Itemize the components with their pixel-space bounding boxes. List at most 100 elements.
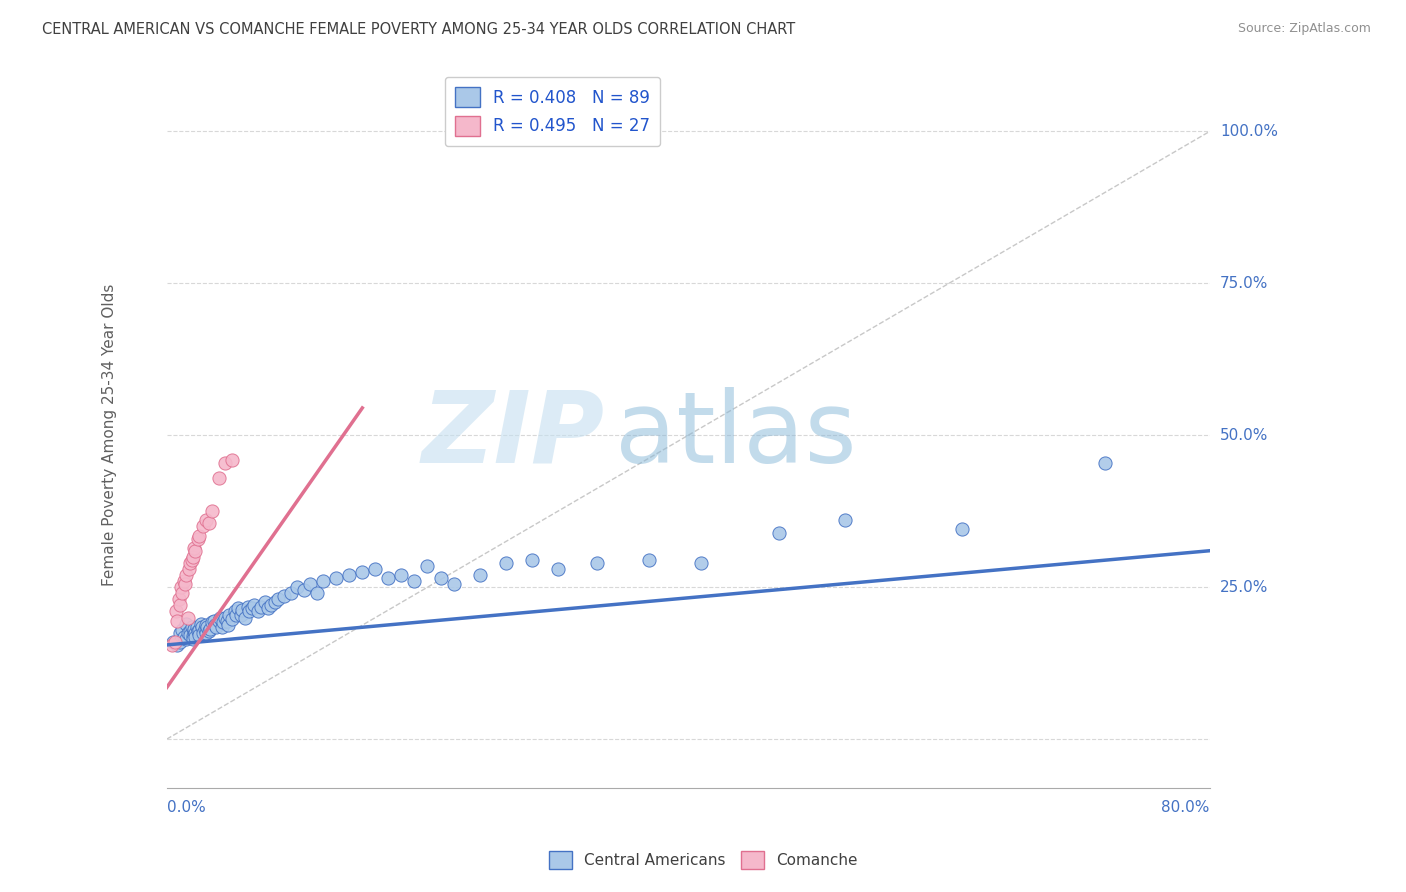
Point [184,630,207,644]
Point [638,553,661,567]
Point [299,577,322,591]
Point [205,620,228,634]
Point [195,620,218,634]
Text: ZIP: ZIP [422,387,605,483]
Point [194,513,217,527]
Point [160,638,183,652]
Point [188,627,211,641]
Point [221,612,243,626]
Text: Female Poverty Among 25-34 Year Olds: Female Poverty Among 25-34 Year Olds [101,284,117,586]
Point [183,623,205,637]
Point [165,605,187,619]
Point [208,614,231,628]
Point [202,614,225,628]
Point [253,595,276,609]
Point [950,523,973,537]
Point [292,583,315,598]
Text: 75.0%: 75.0% [1220,276,1268,291]
Point [690,556,713,570]
Point [312,574,335,588]
Point [495,556,517,570]
Legend: Central Americans, Comanche: Central Americans, Comanche [543,845,863,875]
Point [228,601,250,615]
Text: CENTRAL AMERICAN VS COMANCHE FEMALE POVERTY AMONG 25-34 YEAR OLDS CORRELATION CH: CENTRAL AMERICAN VS COMANCHE FEMALE POVE… [42,22,796,37]
Point [198,622,221,636]
Point [214,610,236,624]
Point [260,599,283,613]
Point [183,541,205,555]
Point [188,623,211,637]
Point [190,616,212,631]
Point [176,610,198,624]
Point [173,574,195,588]
Point [364,562,387,576]
Point [273,590,295,604]
Point [169,635,191,649]
Point [429,571,451,585]
Point [243,599,266,613]
Point [166,638,188,652]
Point [547,562,569,576]
Point [201,615,224,630]
Point [236,599,259,614]
Point [162,635,184,649]
Point [197,624,219,638]
Point [266,592,288,607]
Point [238,605,260,619]
Point [768,525,790,540]
Point [184,543,207,558]
Point [194,618,217,632]
Point [337,568,360,582]
Point [257,601,280,615]
Point [187,532,209,546]
Point [191,620,214,634]
Text: 50.0%: 50.0% [1220,428,1268,442]
Point [211,620,233,634]
Point [305,586,328,600]
Point [181,632,204,646]
Point [167,592,190,607]
Point [179,624,201,638]
Point [169,625,191,640]
Point [264,595,287,609]
Point [285,580,308,594]
Point [468,568,491,582]
Point [377,571,399,585]
Point [187,624,209,638]
Point [184,625,207,640]
Point [194,622,217,636]
Point [404,574,426,588]
Point [208,471,231,485]
Point [177,562,200,576]
Point [834,513,856,527]
Point [194,625,217,640]
Point [229,607,252,622]
Point [176,625,198,640]
Point [174,577,197,591]
Text: 0.0%: 0.0% [167,800,205,815]
Point [209,610,232,624]
Point [181,549,204,564]
Point [221,452,243,467]
Point [211,615,233,630]
Point [180,620,202,634]
Point [352,565,374,579]
Point [214,456,236,470]
Text: 25.0%: 25.0% [1220,580,1268,595]
Point [166,614,188,628]
Point [416,558,439,573]
Point [193,519,215,533]
Point [249,599,271,614]
Point [169,599,191,613]
Point [176,568,198,582]
Point [186,620,208,634]
Text: Source: ZipAtlas.com: Source: ZipAtlas.com [1237,22,1371,36]
Point [1094,456,1116,470]
Point [163,635,186,649]
Point [215,614,238,628]
Point [586,556,609,570]
Point [231,603,253,617]
Point [225,607,247,622]
Point [170,580,193,594]
Point [173,630,195,644]
